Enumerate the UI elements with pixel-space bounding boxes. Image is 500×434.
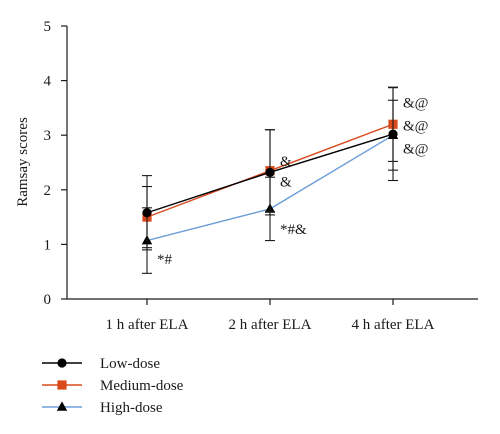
x-tick-label: 4 h after ELA <box>352 317 435 333</box>
legend-label: Low-dose <box>100 356 160 372</box>
plot-series <box>141 86 399 274</box>
y-axis: 0 1 2 3 4 5 Ramsay scores <box>15 19 68 308</box>
x-tick-label: 1 h after ELA <box>106 317 189 333</box>
legend-marker <box>57 358 67 368</box>
x-axis: 1 h after ELA 2 h after ELA 4 h after ELA <box>67 298 478 333</box>
significance-annotation: &@ <box>403 95 429 111</box>
legend: Low-dose Medium-dose High-dose <box>42 356 184 416</box>
x-ticks: 1 h after ELA 2 h after ELA 4 h after ELA <box>106 299 435 333</box>
significance-annotation: & <box>280 175 292 191</box>
y-tick-label: 5 <box>44 19 52 35</box>
data-point <box>265 167 275 177</box>
data-point <box>388 129 398 139</box>
significance-annotation: &@ <box>403 118 429 134</box>
y-tick-label: 4 <box>44 74 52 90</box>
legend-marker <box>57 380 67 390</box>
x-tick-label: 2 h after ELA <box>229 317 312 333</box>
legend-label: High-dose <box>100 400 163 416</box>
y-tick-label: 0 <box>44 292 52 308</box>
legend-item: High-dose <box>42 400 163 416</box>
legend-item: Low-dose <box>42 356 160 372</box>
y-ticks: 0 1 2 3 4 5 <box>44 19 67 308</box>
significance-annotation: & <box>280 154 292 170</box>
y-tick-label: 2 <box>44 183 52 199</box>
series-low-dose <box>142 87 398 251</box>
y-axis-title: Ramsay scores <box>15 117 31 207</box>
y-tick-label: 1 <box>44 237 52 253</box>
legend-marker <box>56 401 68 411</box>
data-point <box>142 208 152 218</box>
significance-annotation: *#& <box>280 222 307 238</box>
significance-annotation: *# <box>157 252 173 268</box>
plot-annotations: *#&&*#&&@&@&@ <box>157 95 429 268</box>
y-tick-label: 3 <box>44 128 52 144</box>
legend-item: Medium-dose <box>42 378 184 394</box>
legend-label: Medium-dose <box>100 378 184 394</box>
significance-annotation: &@ <box>403 141 429 157</box>
